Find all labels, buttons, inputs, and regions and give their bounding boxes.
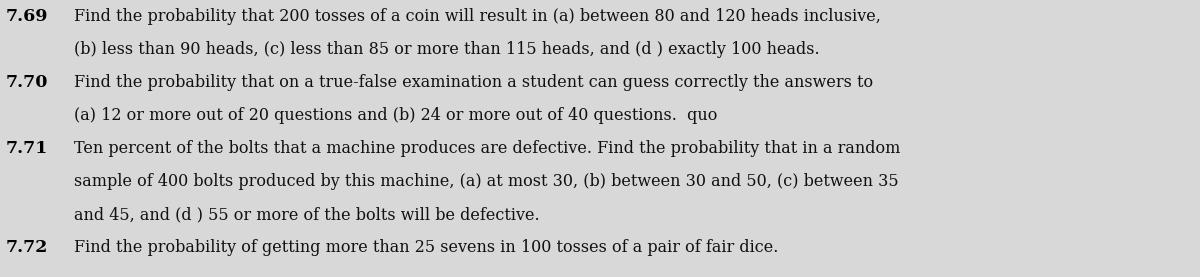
Text: Ten percent of the bolts that a machine produces are defective. Find the probabi: Ten percent of the bolts that a machine … [74, 140, 901, 157]
Text: 7.69: 7.69 [6, 8, 48, 25]
Text: Find the probability of getting more than 25 sevens in 100 tosses of a pair of f: Find the probability of getting more tha… [74, 239, 779, 256]
Text: 7.70: 7.70 [6, 74, 48, 91]
Text: and 45, and (d ) 55 or more of the bolts will be defective.: and 45, and (d ) 55 or more of the bolts… [74, 206, 540, 223]
Text: sample of 400 bolts produced by this machine, (a) at most 30, (b) between 30 and: sample of 400 bolts produced by this mac… [74, 173, 899, 190]
Text: Find the probability that 200 tosses of a coin will result in (a) between 80 and: Find the probability that 200 tosses of … [74, 8, 881, 25]
Text: 7.72: 7.72 [6, 239, 48, 256]
Text: Find the probability that on a true-false examination a student can guess correc: Find the probability that on a true-fals… [74, 74, 874, 91]
Text: 7.71: 7.71 [6, 140, 48, 157]
Text: (a) 12 or more out of 20 questions and (b) 24 or more out of 40 questions.  quo: (a) 12 or more out of 20 questions and (… [74, 107, 718, 124]
Text: (b) less than 90 heads, (c) less than 85 or more than 115 heads, and (d ) exactl: (b) less than 90 heads, (c) less than 85… [74, 41, 820, 58]
